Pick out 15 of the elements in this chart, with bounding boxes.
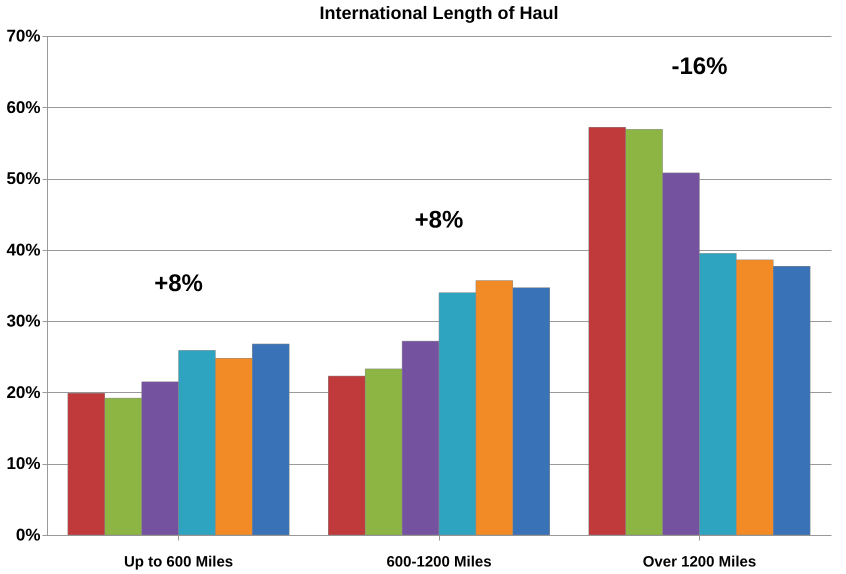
- y-tick-label: 0%: [16, 526, 40, 544]
- y-tick-label: 70%: [6, 26, 40, 46]
- x-tick-label: Over 1200 Miles: [642, 554, 756, 570]
- chart-title: International Length of Haul: [320, 3, 558, 23]
- x-tick-label: Up to 600 Miles: [124, 554, 234, 570]
- y-tick-label: 60%: [6, 98, 40, 117]
- y-tick-label: 50%: [6, 169, 40, 188]
- annotation: +8%: [154, 270, 203, 297]
- annotation: +8%: [414, 206, 464, 234]
- y-tick-label: 10%: [6, 454, 40, 474]
- annotation: -16%: [671, 53, 728, 80]
- y-tick-label: 20%: [6, 382, 40, 402]
- x-tick-label: 600-1200 Miles: [386, 554, 492, 570]
- y-tick-label: 40%: [6, 240, 40, 260]
- y-tick-label: 30%: [6, 312, 40, 331]
